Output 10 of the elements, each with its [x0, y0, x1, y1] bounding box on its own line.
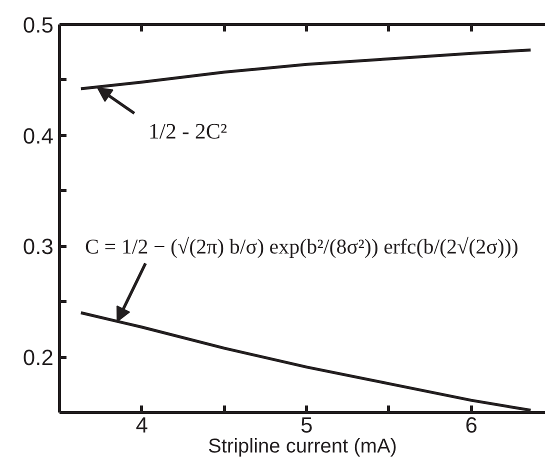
x-tick-label: 5: [300, 412, 313, 438]
y-tick-label: 0.5: [22, 12, 54, 38]
annotation: C = 1/2 − (√(2π) b/σ) exp(b²/(8σ²)) erfc(b/(2√(2σ))): [85, 234, 518, 258]
y-tick-label: 0.2: [22, 345, 54, 370]
x-tick-label: 4: [136, 412, 148, 438]
x-axis-title: Stripline current (mA): [208, 436, 397, 458]
annotation: 1/2 - 2C²: [148, 118, 228, 144]
y-tick-label: 0.3: [22, 234, 54, 260]
x-tick-label: 6: [465, 412, 478, 438]
y-tick-label: 0.4: [22, 123, 54, 148]
